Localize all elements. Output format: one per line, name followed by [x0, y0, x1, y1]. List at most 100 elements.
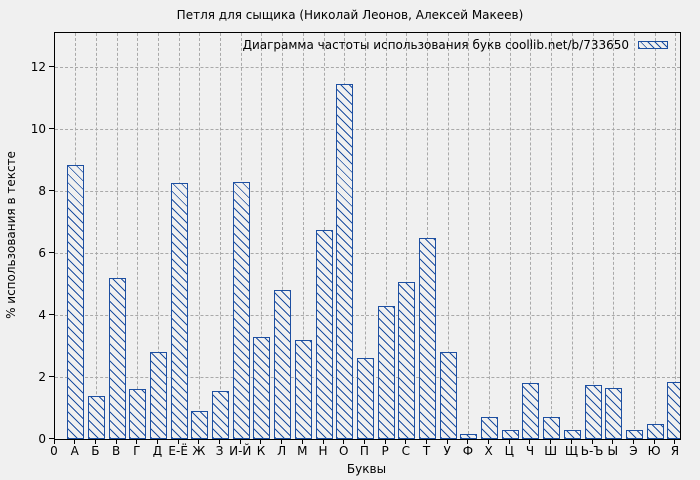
x-tick-label: Х	[484, 444, 493, 458]
x-axis-tick	[322, 439, 324, 444]
x-axis-tick	[612, 439, 614, 444]
gridline-vertical	[261, 33, 263, 439]
bar-Я	[667, 381, 680, 439]
x-tick-label: Ы	[607, 444, 619, 458]
x-tick-label: Щ	[564, 444, 578, 458]
x-axis-tick	[198, 439, 200, 444]
gridline-vertical	[199, 33, 201, 439]
gridline-vertical	[302, 33, 304, 439]
gridline-horizontal	[55, 191, 680, 193]
y-tick-label: 0	[38, 431, 46, 446]
x-axis-tick	[653, 439, 655, 444]
gridline-vertical	[385, 33, 387, 439]
bar-Д	[149, 352, 167, 439]
bar-Ю	[646, 423, 664, 439]
x-tick-label: К	[256, 444, 266, 458]
gridline-vertical	[613, 33, 615, 439]
x-axis-tick	[53, 439, 55, 444]
x-axis-title: Буквы	[346, 462, 387, 476]
y-tick-label: 4	[38, 307, 46, 322]
y-axis-tick	[49, 252, 54, 254]
bar-П	[356, 358, 374, 439]
bar-Н	[315, 229, 333, 439]
x-axis-tick	[467, 439, 469, 444]
x-tick-label: М	[297, 444, 308, 458]
x-axis-tick	[301, 439, 303, 444]
x-axis-tick	[74, 439, 76, 444]
x-axis-tick	[136, 439, 138, 444]
x-axis-tick	[508, 439, 510, 444]
x-tick-label: Д	[152, 444, 163, 458]
x-axis-tick	[570, 439, 572, 444]
bar-Э	[625, 429, 643, 439]
y-axis-tick	[49, 438, 54, 439]
gridline-horizontal	[55, 129, 680, 131]
chart-title: Петля для сыщика (Николай Леонов, Алексе…	[176, 8, 524, 22]
bar-Ч	[522, 383, 540, 439]
x-tick-label: С	[401, 444, 411, 458]
x-tick-label: Н	[318, 444, 328, 458]
bar-Ш	[543, 417, 561, 439]
x-tick-label: Е-Ё	[168, 444, 188, 458]
x-axis-tick	[426, 439, 428, 444]
x-axis-tick	[260, 439, 262, 444]
gridline-horizontal	[55, 67, 680, 69]
bar-Е-Ё	[170, 183, 188, 439]
gridline-vertical	[220, 33, 222, 439]
y-tick-label: 10	[30, 121, 46, 136]
gridline-vertical	[468, 33, 470, 439]
bar-Х	[481, 417, 499, 439]
bar-З	[212, 390, 230, 439]
legend-swatch-hatched-box	[638, 41, 668, 49]
x-tick-label: Я	[670, 444, 680, 458]
bar-В	[108, 277, 126, 439]
plot-area: Диаграмма частоты использования букв coo…	[54, 32, 681, 440]
x-axis-tick	[674, 439, 676, 444]
y-axis-tick	[49, 190, 54, 192]
y-tick-label: 2	[38, 369, 46, 384]
bar-С	[398, 282, 416, 439]
bar-И-Й	[232, 181, 250, 439]
x-tick-label: З	[215, 444, 224, 458]
bar-К	[253, 336, 271, 439]
bar-Ц	[501, 429, 519, 439]
x-axis-tick	[488, 439, 490, 444]
x-axis-tick	[343, 439, 345, 444]
gridline-vertical	[406, 33, 408, 439]
y-axis-title: % использования в тексте	[4, 151, 18, 319]
bar-Ь-Ъ	[584, 384, 602, 439]
gridline-vertical	[137, 33, 139, 439]
legend: Диаграмма частоты использования букв coo…	[243, 38, 668, 52]
x-axis-tick	[632, 439, 634, 444]
x-axis-tick	[177, 439, 179, 444]
y-axis-tick	[49, 66, 54, 68]
x-tick-label: В	[111, 444, 121, 458]
bar-Ы	[605, 387, 623, 439]
x-axis-tick	[529, 439, 531, 444]
gridline-vertical	[592, 33, 594, 439]
y-axis-tick	[49, 128, 54, 130]
bar-А	[67, 164, 85, 439]
gridline-vertical	[447, 33, 449, 439]
bar-Р	[377, 305, 395, 439]
y-tick-label: 12	[30, 59, 46, 74]
x-axis-tick	[94, 439, 96, 444]
x-tick-label: Э	[629, 444, 638, 458]
gridline-vertical	[116, 33, 118, 439]
x-tick-label: Б	[91, 444, 100, 458]
bar-Т	[419, 237, 437, 439]
x-tick-label: Ф	[462, 444, 474, 458]
y-axis-tick	[49, 376, 54, 377]
x-tick-label: Ю	[647, 444, 661, 458]
gridline-vertical	[489, 33, 491, 439]
x-tick-label: Ц	[504, 444, 514, 458]
x-tick-label: 0	[50, 444, 58, 458]
x-tick-label: О	[339, 444, 349, 458]
x-tick-label: Ш	[544, 444, 558, 458]
x-tick-label: Ь-Ъ	[580, 444, 604, 458]
x-tick-label: Ч	[525, 444, 535, 458]
x-axis-tick	[550, 439, 552, 444]
gridline-vertical	[364, 33, 366, 439]
x-tick-label: И-Й	[229, 444, 252, 458]
